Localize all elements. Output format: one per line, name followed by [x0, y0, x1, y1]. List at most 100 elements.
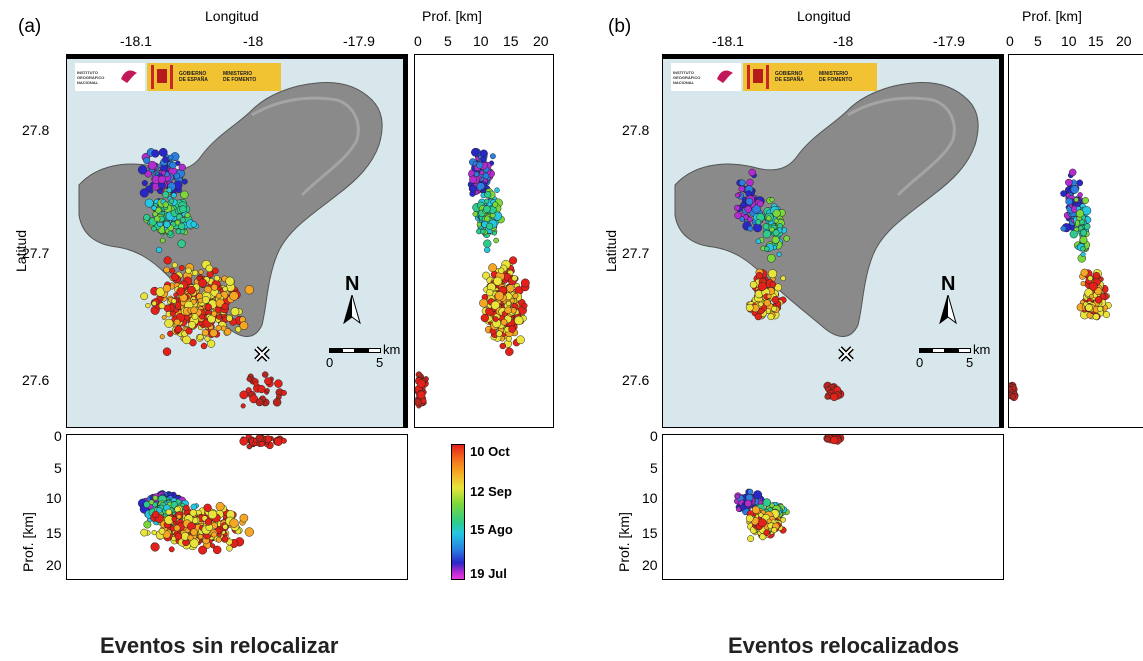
event-point [1080, 268, 1089, 277]
event-point [272, 398, 282, 407]
event-point [190, 221, 198, 228]
scale-bar: 0 5 km [916, 342, 990, 378]
event-point [1092, 271, 1101, 280]
event-point [160, 170, 166, 176]
event-point [212, 545, 222, 555]
colorbar-label: 12 Sep [470, 484, 512, 499]
event-point [505, 300, 512, 307]
event-point [169, 310, 176, 317]
event-point [169, 161, 177, 169]
event-point [274, 379, 283, 388]
depth-bottom-events-b [733, 435, 845, 543]
event-point [216, 314, 222, 320]
event-point [152, 510, 160, 519]
event-point [479, 170, 485, 176]
event-point [162, 347, 172, 356]
event-point [200, 342, 208, 350]
event-point [483, 239, 492, 248]
event-point [168, 198, 174, 204]
event-point [773, 218, 779, 224]
event-point [197, 533, 204, 540]
event-point [171, 262, 178, 269]
event-point [469, 184, 478, 193]
event-point [255, 398, 264, 407]
event-point [176, 514, 182, 520]
event-point [763, 529, 770, 537]
coat-of-arms-icon [747, 65, 769, 89]
colorbar-label: 10 Oct [470, 444, 510, 459]
event-point [185, 267, 192, 274]
event-point [483, 205, 491, 213]
event-point [783, 235, 790, 242]
event-point [222, 286, 229, 292]
event-point [239, 513, 249, 523]
event-point [183, 504, 190, 512]
event-point [824, 436, 831, 443]
event-point [164, 318, 174, 328]
event-point [767, 313, 775, 321]
depth-tick: 0 [1006, 33, 1014, 49]
event-point [226, 545, 233, 552]
x-tick: -18 [243, 33, 264, 49]
map-ylabel: Latitud [603, 229, 619, 272]
scale-tick: 0 [326, 355, 334, 370]
event-point [158, 302, 166, 310]
ministry-text: MINISTERIO DE FOMENTO [819, 71, 853, 83]
depth-right-xlabel: Prof. [km] [422, 8, 482, 24]
event-point [753, 490, 763, 500]
map-frame-top [66, 54, 408, 59]
event-point [1065, 197, 1073, 206]
event-point [1097, 305, 1104, 312]
event-point [479, 298, 489, 308]
event-point [246, 443, 253, 450]
event-point [162, 284, 171, 293]
event-point [492, 201, 499, 208]
event-point [239, 436, 249, 446]
event-point [747, 488, 754, 495]
event-point [166, 187, 173, 193]
y-tick: 27.6 [622, 372, 650, 388]
event-point [151, 226, 157, 232]
event-point [222, 523, 229, 530]
event-point [143, 156, 151, 165]
event-point [204, 518, 212, 526]
event-point [140, 292, 149, 301]
event-point [471, 147, 480, 157]
event-point [764, 246, 770, 252]
event-point [229, 291, 239, 301]
event-point [180, 190, 189, 199]
panel-b: (b) Longitud -18.1 -18 -17.9 Latitud 27.… [590, 0, 1143, 661]
event-point [173, 292, 179, 298]
event-point [484, 246, 491, 254]
event-point [159, 334, 165, 340]
event-point [213, 275, 220, 282]
event-point [255, 435, 264, 442]
ign-text: INSTITUTO GEOGRÁFICO NACIONAL [77, 70, 105, 85]
event-point [762, 498, 772, 507]
event-point [179, 205, 187, 213]
coat-of-arms-icon [151, 65, 173, 89]
event-point [159, 237, 166, 244]
y-tick: 27.8 [622, 122, 650, 138]
event-point [493, 237, 499, 244]
north-arrow-icon [939, 295, 957, 325]
event-point [494, 187, 500, 193]
event-point [733, 204, 741, 212]
event-point [469, 175, 478, 184]
depth-tick: 15 [1088, 33, 1104, 49]
event-point [174, 532, 183, 541]
event-point [211, 267, 219, 275]
map-events-a [137, 147, 287, 409]
x-tick: -17.9 [343, 33, 375, 49]
event-point [224, 328, 232, 336]
event-point [253, 381, 259, 387]
depth-right-events-a [415, 147, 530, 409]
event-point [1088, 281, 1098, 291]
event-point [191, 313, 199, 320]
event-point [190, 528, 198, 536]
event-point [498, 267, 505, 274]
event-point [167, 154, 174, 161]
event-point [167, 330, 174, 337]
event-point [210, 543, 216, 549]
colorbar-label: 15 Ago [470, 522, 513, 537]
